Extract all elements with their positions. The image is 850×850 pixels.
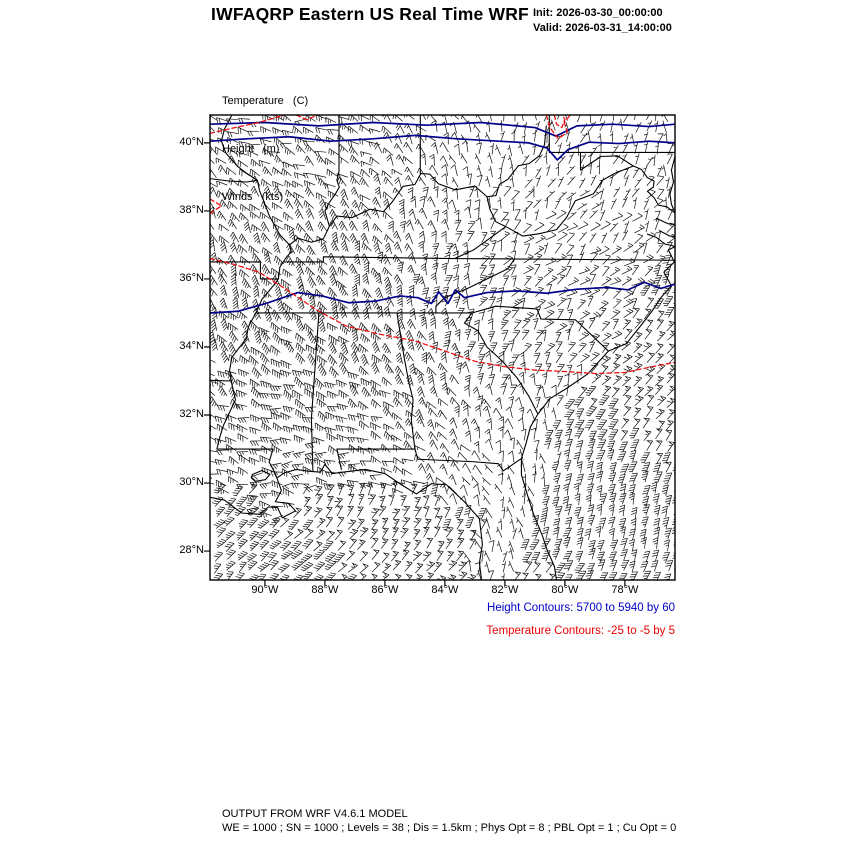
lat-tick-label: 40°N	[179, 135, 204, 148]
footer-model-line: OUTPUT FROM WRF V4.6.1 MODEL	[222, 808, 408, 820]
lon-tick-label: 88°W	[311, 584, 339, 596]
lat-tick-label: 34°N	[179, 339, 204, 352]
valid-time: Valid: 2026-03-31_14:00:00	[533, 22, 672, 34]
footer-namelist-line: WE = 1000 ; SN = 1000 ; Levels = 38 ; Di…	[222, 822, 677, 834]
init-time: Init: 2026-03-30_00:00:00	[533, 7, 663, 19]
temperature-contour-caption: Temperature Contours: -25 to -5 by 5	[486, 625, 675, 637]
legend-temperature: Temperature (C)	[222, 95, 309, 107]
lon-tick-label: 80°W	[551, 584, 579, 596]
lon-tick-label: 90°W	[251, 584, 279, 596]
lon-tick-label: 78°W	[611, 584, 639, 596]
lat-tick-label: 30°N	[179, 476, 204, 489]
weather-map-canvas	[200, 105, 685, 590]
lat-tick-label: 36°N	[179, 271, 204, 284]
lon-tick-label: 84°W	[431, 584, 459, 596]
lat-tick-label: 32°N	[179, 408, 204, 421]
lon-tick-label: 86°W	[371, 584, 399, 596]
init-valid-block: Init: 2026-03-30_00:00:00 Valid: 2026-03…	[533, 6, 672, 36]
lat-tick-label: 38°N	[179, 203, 204, 216]
lon-tick-label: 82°W	[491, 584, 519, 596]
plot-title: IWFAQRP Eastern US Real Time WRF	[211, 4, 529, 24]
height-contour-caption: Height Contours: 5700 to 5940 by 60	[487, 602, 675, 614]
lat-tick-label: 28°N	[179, 544, 204, 557]
